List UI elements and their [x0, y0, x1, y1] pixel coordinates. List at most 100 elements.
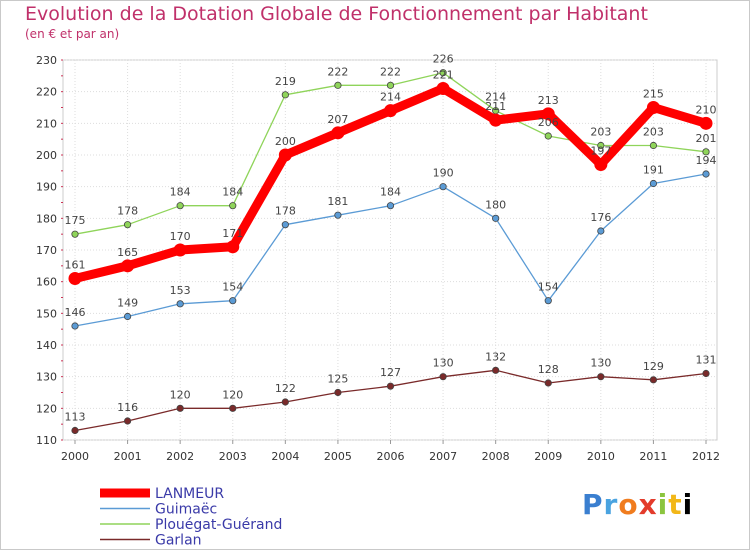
y-tick-label: 170 [36, 244, 57, 257]
x-tick-label: 2001 [114, 450, 142, 463]
data-label-guima-c: 184 [380, 186, 401, 199]
data-point-lanmeur [278, 148, 292, 162]
data-point-lanmeur [384, 104, 397, 118]
data-point-guima-c [71, 322, 79, 330]
data-label-plou-gat-gu-rand: 184 [222, 186, 243, 199]
y-tick-label: 160 [36, 276, 57, 289]
data-label-lanmeur: 165 [117, 246, 138, 259]
data-label-lanmeur: 171 [222, 227, 243, 240]
data-label-lanmeur: 210 [696, 103, 717, 116]
data-label-lanmeur: 211 [485, 100, 506, 113]
data-label-plou-gat-gu-rand: 178 [117, 205, 138, 218]
data-point-plou-gat-gu-rand [702, 148, 710, 156]
data-point-garlan [492, 366, 500, 374]
data-label-garlan: 129 [643, 360, 664, 373]
data-label-guima-c: 176 [590, 211, 611, 224]
data-label-plou-gat-gu-rand: 214 [485, 91, 506, 104]
data-point-garlan [597, 373, 605, 381]
y-tick-label: 230 [36, 54, 57, 67]
data-label-garlan: 130 [590, 357, 611, 370]
data-label-lanmeur: 214 [380, 91, 401, 104]
data-point-lanmeur [436, 82, 450, 95]
data-point-garlan [544, 379, 552, 387]
data-label-garlan: 120 [170, 388, 191, 401]
data-point-plou-gat-gu-rand [71, 230, 79, 238]
data-label-lanmeur: 170 [170, 230, 191, 243]
legend-label: Plouégat-Guérand [155, 517, 282, 533]
data-point-garlan [229, 404, 237, 412]
data-label-plou-gat-gu-rand: 184 [170, 186, 191, 199]
data-label-garlan: 125 [327, 373, 348, 386]
data-point-lanmeur [331, 126, 345, 140]
y-tick-label: 130 [36, 371, 57, 384]
data-point-garlan [281, 398, 289, 406]
data-label-lanmeur: 207 [327, 113, 348, 126]
data-point-guima-c [386, 202, 395, 210]
data-point-guima-c [281, 221, 289, 229]
data-label-guima-c: 191 [643, 164, 664, 177]
data-point-garlan [702, 369, 710, 378]
data-point-plou-gat-gu-rand [544, 132, 552, 140]
y-tick-label: 120 [36, 402, 57, 415]
data-point-lanmeur [646, 101, 660, 114]
data-label-guima-c: 180 [485, 198, 506, 211]
data-point-guima-c [229, 297, 237, 305]
data-label-garlan: 113 [65, 411, 86, 424]
chart-subtitle: (en € et par an) [25, 27, 120, 41]
data-point-plou-gat-gu-rand [334, 81, 342, 89]
legend-label: Garlan [155, 533, 202, 549]
legend-label: LANMEUR [155, 486, 224, 502]
data-point-lanmeur [121, 259, 135, 273]
data-label-garlan: 128 [538, 363, 559, 376]
data-label-plou-gat-gu-rand: 203 [590, 126, 611, 139]
y-tick-label: 110 [36, 434, 57, 447]
data-label-guima-c: 190 [433, 167, 454, 180]
data-label-guima-c: 149 [117, 297, 138, 310]
y-tick-label: 150 [36, 307, 57, 320]
x-tick-label: 2005 [324, 450, 352, 463]
data-point-guima-c [544, 297, 552, 305]
data-point-guima-c [176, 300, 184, 308]
data-point-lanmeur [699, 116, 713, 130]
data-point-plou-gat-gu-rand [281, 91, 289, 99]
data-label-guima-c: 181 [327, 195, 348, 208]
data-point-guima-c [702, 170, 710, 178]
x-tick-label: 2004 [271, 450, 299, 463]
data-label-garlan: 120 [222, 388, 243, 401]
data-point-lanmeur [68, 272, 82, 285]
proxiti-logo: Proxiti [582, 488, 694, 521]
x-tick-label: 2000 [61, 450, 89, 463]
x-tick-label: 2006 [377, 450, 405, 463]
data-label-plou-gat-gu-rand: 201 [696, 132, 717, 145]
data-point-plou-gat-gu-rand [649, 141, 658, 150]
data-point-guima-c [123, 312, 132, 321]
data-point-lanmeur [489, 113, 503, 127]
data-point-guima-c [439, 183, 447, 191]
x-tick-label: 2010 [587, 450, 615, 463]
y-tick-label: 140 [36, 339, 57, 352]
data-point-lanmeur [541, 107, 555, 121]
x-tick-label: 2003 [219, 450, 247, 463]
data-label-lanmeur: 200 [275, 135, 296, 148]
data-label-guima-c: 153 [170, 284, 191, 297]
x-tick-label: 2002 [166, 450, 194, 463]
legend-label: Guimaëc [155, 502, 217, 518]
data-label-lanmeur: 215 [643, 88, 664, 101]
y-tick-label: 180 [36, 212, 57, 225]
data-point-garlan [649, 376, 658, 384]
data-point-lanmeur [594, 158, 608, 171]
data-point-plou-gat-gu-rand [176, 202, 184, 210]
data-point-guima-c [492, 214, 500, 222]
data-label-garlan: 127 [380, 366, 401, 379]
data-label-garlan: 131 [696, 354, 717, 367]
data-label-lanmeur: 221 [433, 69, 454, 82]
data-point-garlan [334, 388, 342, 397]
data-point-guima-c [334, 211, 342, 219]
x-tick-label: 2009 [534, 450, 562, 463]
data-point-lanmeur [173, 243, 187, 257]
data-point-guima-c [649, 179, 658, 188]
data-point-garlan [71, 426, 79, 435]
x-tick-label: 2008 [482, 450, 510, 463]
data-point-plou-gat-gu-rand [439, 69, 447, 77]
